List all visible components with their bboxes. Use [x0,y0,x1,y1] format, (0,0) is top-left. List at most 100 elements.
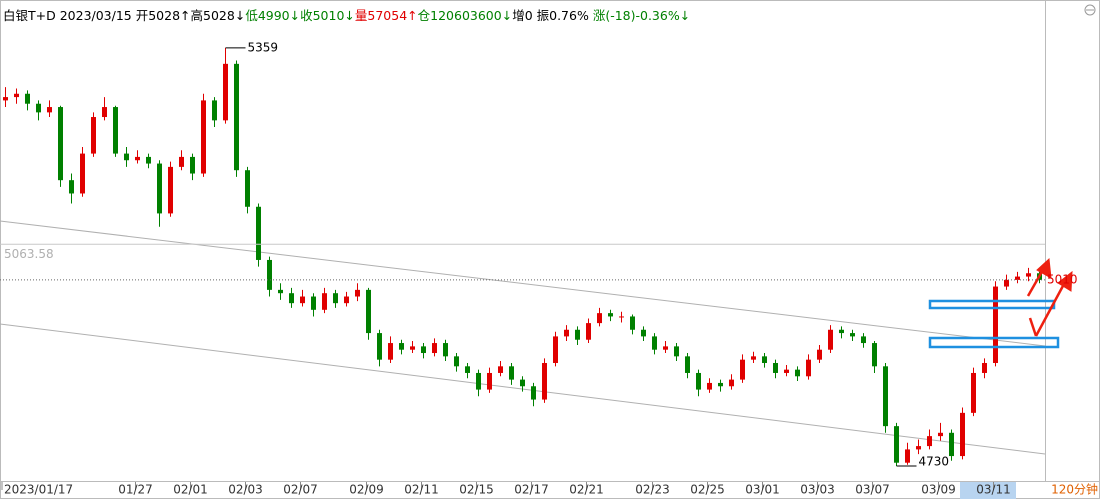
candle-body [168,166,173,214]
candle-body [960,412,965,457]
candle-body [652,336,657,350]
candle-body [487,372,492,390]
candle-body [223,63,228,121]
candle-body [3,97,8,101]
tool-icon[interactable] [1084,4,1096,16]
candle-body [256,206,261,260]
low-marker-label: 4730 [919,455,950,469]
highlight-box [928,336,1060,349]
candle-body [872,343,877,367]
candle-body [520,379,525,387]
x-tick-label: 02/21 [569,483,604,497]
candle-body [894,426,899,463]
candle-body [465,366,470,373]
candle-body [993,286,998,363]
x-tick-label: 03/03 [800,483,835,497]
candle-body [443,343,448,357]
candle-body [927,436,932,447]
candle-body [575,329,580,340]
candle-body [201,100,206,174]
candle-body [1004,279,1009,287]
x-tick-label: 02/07 [283,483,318,497]
candle-body [102,107,107,118]
candle-body [586,323,591,340]
candle-body [36,103,41,113]
candle-body [454,356,459,367]
candle-body [762,356,767,363]
candle-body [476,372,481,390]
candle-body [850,333,855,337]
candle-body [333,293,338,304]
header-item: 开5028↑高5028↓ [135,8,246,23]
candle-body [839,329,844,334]
candle-body [113,107,118,154]
candle-body [542,362,547,400]
candle-body [58,107,63,181]
candle-body [432,343,437,354]
candle-body [245,170,250,207]
header-item: 低4990↓收5010↓ [245,8,355,23]
candle-body [124,153,129,161]
candle-body [14,93,19,98]
candle-body [80,153,85,194]
candle-body [630,316,635,330]
candle-body [696,372,701,390]
x-tick-label: 03/09 [921,483,956,497]
candle-body [289,293,294,304]
candle-body [971,372,976,413]
candle-body [949,432,954,457]
candle-body [278,289,283,294]
candle-body [366,289,371,334]
candle-body [234,63,239,171]
candle-body [740,359,745,380]
candle-body [190,156,195,174]
candle-body [597,313,602,324]
candle-body [773,362,778,373]
candle-body [179,156,184,167]
arrow [1028,317,1038,337]
x-tick-label: 02/23 [635,483,670,497]
x-tick-label: 02/03 [228,483,263,497]
x-tick-label: 02/01 [173,483,208,497]
candle-body [311,296,316,310]
x-axis-highlight [960,482,1016,499]
candle-body [806,359,811,377]
candle-body [641,329,646,337]
header-item: 仓120603600↓ [417,8,513,23]
candle-body [91,117,96,154]
candle-body [410,346,415,350]
candle-body [828,329,833,350]
candle-body [47,107,52,113]
x-tick-label: 02/11 [404,483,439,497]
header: 白银T+D 2023/03/15 开5028↑高5028↓低4990↓收5010… [3,5,690,24]
candle-body [399,343,404,350]
candle-body [795,369,800,377]
period-label: 120分钟 [1051,482,1098,497]
candle-body [619,316,624,318]
x-tick-label: 02/15 [459,483,494,497]
header-item: 涨(-18)-0.36%↓ [592,8,691,23]
x-tick-label: 01/27 [118,483,153,497]
high-marker-label: 5359 [248,40,279,54]
x-tick-label: 2023/01/17 [4,483,73,497]
candle-body [905,449,910,463]
header-item: 增0 振0.76% [512,8,593,23]
candle-body [883,366,888,427]
candle-body [861,336,866,344]
header-item: 白银T+D 2023/03/15 [3,8,136,23]
arrow [1034,283,1066,337]
highlight-box [928,299,1056,310]
arrow-head [1057,270,1073,292]
candle-body [531,386,536,400]
candle-body [608,313,613,317]
candle-body [674,346,679,357]
candle-body [135,156,140,161]
x-tick-label: 02/17 [514,483,549,497]
header-item: 量57054↑ [354,8,418,23]
candle-body [388,343,393,360]
trend-line [0,220,1046,347]
x-tick-label: 03/07 [855,483,890,497]
candle-body [564,329,569,337]
